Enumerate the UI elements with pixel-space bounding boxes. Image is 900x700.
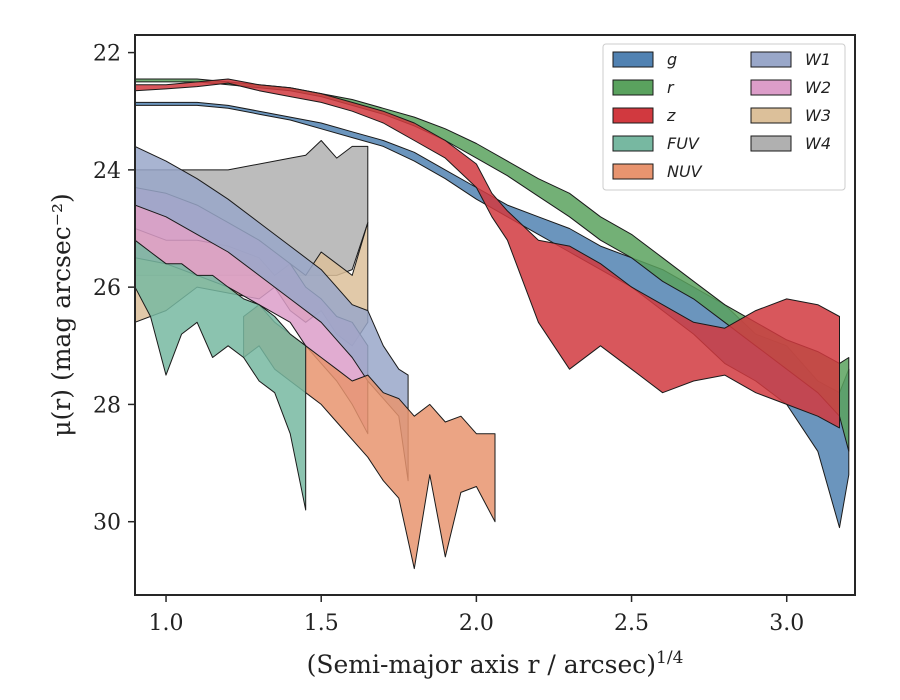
- legend-swatch-w3: [750, 107, 792, 124]
- plot-frame: [134, 34, 856, 596]
- legend-swatch-fuv: [612, 135, 654, 152]
- legend-label-w4: W4: [805, 134, 831, 153]
- legend-swatch-r: [612, 79, 654, 96]
- x-tick-label: 2.0: [459, 611, 494, 636]
- y-tick-label: 30: [93, 511, 121, 536]
- legend-label-w3: W3: [805, 106, 831, 125]
- x-axis-label-exponent: 1/4: [656, 648, 683, 668]
- x-tick-label: 3.0: [769, 611, 804, 636]
- legend-label-fuv: FUV: [667, 134, 700, 153]
- y-tick-label: 22: [93, 42, 121, 67]
- legend-label-w1: W1: [805, 50, 831, 69]
- legend-label-nuv: NUV: [667, 162, 703, 181]
- legend-label-w2: W2: [805, 78, 831, 97]
- x-axis-label: (Semi-major axis r / arcsec)1/4: [307, 648, 684, 679]
- band-z: [135, 78, 840, 429]
- legend-swatch-w4: [750, 135, 792, 152]
- band-g: [135, 101, 850, 529]
- legend-label-z: z: [666, 106, 676, 125]
- x-tick-label: 2.5: [614, 611, 649, 636]
- legend-swatch-w1: [750, 51, 792, 68]
- band-fuv: [135, 239, 307, 511]
- legend-label-g: g: [667, 50, 677, 69]
- x-tick-label: 1.0: [149, 611, 184, 636]
- legend-swatch-w2: [750, 79, 792, 96]
- y-tick-label: 28: [93, 393, 121, 418]
- y-axis-label: μ(r) (mag arcsec⁻²): [47, 193, 76, 436]
- legend-swatch-g: [612, 51, 654, 68]
- band-nuv: [243, 304, 496, 570]
- x-tick-label: 1.5: [304, 611, 339, 636]
- legend-swatch-nuv: [612, 163, 654, 180]
- legend: grz FUV NUV W1 W2 W3 W4: [602, 43, 846, 191]
- y-tick-label: 26: [93, 276, 121, 301]
- y-tick-label: 24: [93, 159, 121, 184]
- axes: 1.0 1.5 2.0 2.5 3.0 22 24 26 28 30: [93, 34, 856, 636]
- legend-label-r: r: [667, 78, 675, 97]
- legend-swatch-z: [612, 107, 654, 124]
- profile-bands: [135, 78, 850, 570]
